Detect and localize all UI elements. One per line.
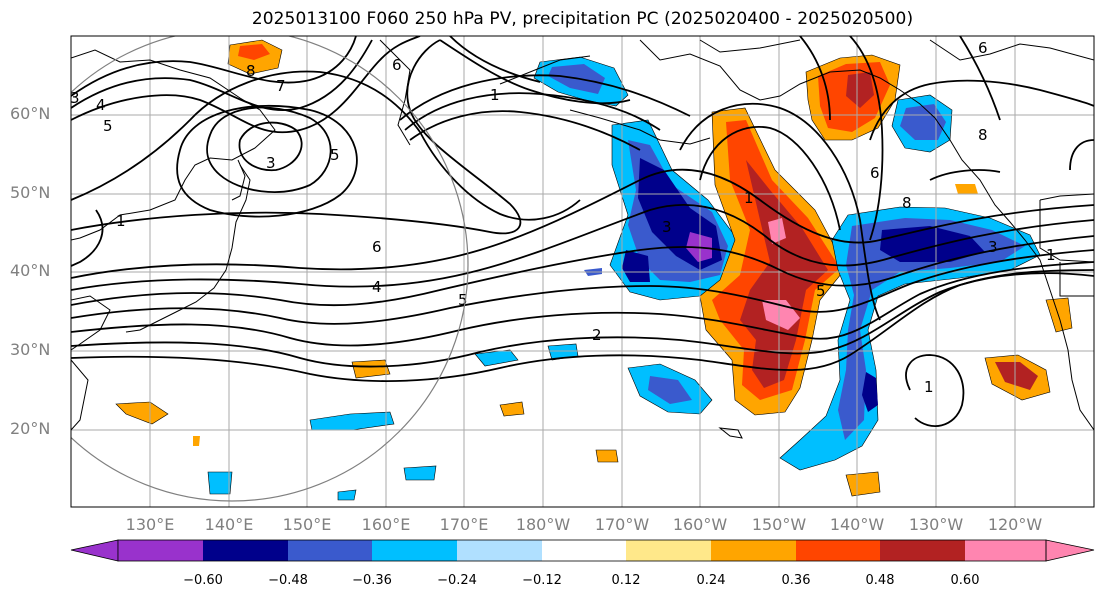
contour-label: 3: [266, 154, 276, 172]
map-title: 2025013100 F060 250 hPa PV, precipitatio…: [251, 9, 914, 29]
contour-label: 8: [902, 194, 912, 212]
colorbar-bin: [965, 540, 1046, 561]
colorbar-bin: [457, 540, 542, 561]
colorbar-bin: [203, 540, 288, 561]
colorbar-tick-label: −0.60: [183, 573, 223, 588]
lon-label: 120°W: [987, 515, 1043, 534]
lon-label: 170°E: [439, 515, 489, 534]
colorbar-bin: [118, 540, 203, 561]
lon-label: 130°W: [908, 515, 964, 534]
precip-blob: [403, 465, 437, 481]
precip-blob: [995, 362, 1038, 390]
precip-blob: [207, 471, 233, 495]
lon-label: 150°W: [751, 515, 807, 534]
colorbar-bin: [880, 540, 965, 561]
lon-label: 130°E: [125, 515, 175, 534]
colorbar-tick-label: 0.48: [865, 573, 895, 588]
colorbar-bin: [288, 540, 372, 561]
radius-circle: [71, 36, 469, 502]
colorbar-tick-label: 0.24: [696, 573, 726, 588]
precip-blob: [740, 160, 828, 388]
lat-label: 40°N: [10, 261, 51, 280]
precip-blob: [595, 449, 619, 463]
precip-blob: [862, 372, 878, 412]
contour-label: 3: [662, 218, 672, 236]
precip-blob: [900, 104, 946, 140]
precip-blob: [622, 250, 650, 282]
lat-label: 30°N: [10, 340, 51, 359]
contour-label: 5: [458, 291, 468, 309]
precip-blob: [193, 436, 200, 446]
lon-label: 170°W: [594, 515, 650, 534]
contour-label: 8: [978, 126, 988, 144]
contour-label: 7: [276, 77, 286, 95]
colorbar-tick-label: −0.12: [522, 573, 562, 588]
lon-label: 160°E: [361, 515, 411, 534]
precip-blob: [768, 218, 786, 244]
lon-label: 140°E: [204, 515, 254, 534]
colorbar-tick-label: 0.12: [611, 573, 641, 588]
precip-blob: [337, 489, 357, 501]
lat-label: 20°N: [10, 419, 51, 438]
contour-label: 6: [978, 39, 988, 57]
precip-blob: [1045, 297, 1073, 333]
lat-label: 60°N: [10, 104, 51, 123]
colorbar-extend-right: [1045, 539, 1095, 562]
colorbar-tick-label: −0.48: [268, 573, 308, 588]
precip-blob: [648, 376, 692, 404]
precip-blob: [838, 218, 1025, 440]
lon-label: 140°W: [829, 515, 885, 534]
precip-blob: [309, 411, 395, 431]
lon-label: 160°W: [672, 515, 728, 534]
graticule: [71, 36, 1094, 507]
precip-blob: [115, 401, 169, 425]
contour-label: 3: [70, 89, 80, 107]
contour-label: 6: [870, 164, 880, 182]
precip-blob: [846, 72, 874, 108]
colorbar-tick-label: 0.36: [781, 573, 811, 588]
precip-shading: [115, 39, 1073, 501]
colorbar-extend-left: [70, 539, 119, 562]
colorbar-tick-label: −0.36: [352, 573, 392, 588]
lon-label: 180°W: [515, 515, 571, 534]
contour-label: 1: [490, 86, 500, 104]
contour-label: 3: [988, 238, 998, 256]
contour-label: 1: [1046, 246, 1056, 264]
colorbar-bin: [711, 540, 796, 561]
contour-label: 5: [816, 282, 826, 300]
colorbar-bin: [542, 540, 626, 561]
precip-blob: [499, 401, 525, 417]
contour-label: 8: [246, 62, 256, 80]
map-frame: [70, 35, 1095, 508]
contour-label: 5: [103, 117, 113, 135]
contour-label: 1: [744, 189, 754, 207]
colorbar-bin: [796, 540, 880, 561]
contour-label: 1: [116, 212, 126, 230]
precip-blob: [845, 471, 881, 497]
contour-label: 6: [392, 56, 402, 74]
colorbar-frame: [117, 539, 1047, 562]
precip-blob: [238, 44, 270, 60]
contour-label: 1: [924, 378, 934, 396]
lon-label: 150°E: [282, 515, 332, 534]
contour-label: 6: [372, 238, 382, 256]
colorbar-bin: [372, 540, 457, 561]
colorbar-tick-label: 0.60: [950, 573, 980, 588]
colorbar-tick-label: −0.24: [437, 573, 477, 588]
contour-label: 4: [372, 278, 382, 296]
lat-label: 50°N: [10, 183, 51, 202]
colorbar: [70, 539, 1095, 562]
contour-label: 5: [330, 146, 340, 164]
precip-blob: [351, 359, 391, 379]
pv-contour-labels: 3 4 5 7 8 3 5 1 6 1 6 4 5 2 3 1 5 6 8 3 …: [70, 39, 1056, 396]
precip-blob: [955, 184, 978, 194]
contour-label: 2: [592, 326, 602, 344]
colorbar-bin: [626, 540, 711, 561]
contour-label: 4: [96, 96, 106, 114]
